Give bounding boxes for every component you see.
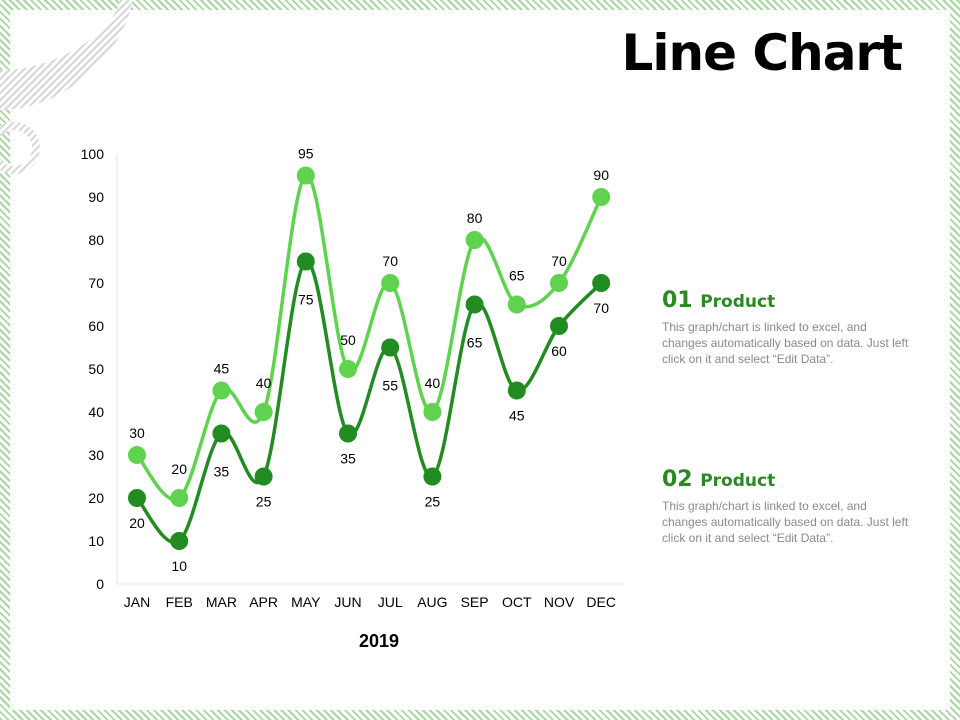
legend-name: Product: [700, 471, 776, 491]
series-1-data-label: 40: [425, 375, 441, 391]
x-tick-label: MAY: [291, 594, 321, 610]
series-1-data-label: 95: [298, 146, 314, 162]
y-tick-label: 90: [88, 189, 104, 205]
series-1-point: [423, 403, 442, 421]
slide-canvas: [10, 10, 950, 710]
corner-arc-shape: [0, 0, 132, 110]
series-2-data-label: 35: [340, 451, 356, 467]
y-tick-label: 10: [88, 533, 104, 549]
series-2-data-label: 55: [382, 378, 398, 394]
series-2-data-label: 35: [214, 464, 230, 480]
series-1-point: [296, 166, 315, 185]
y-tick-label: 0: [96, 576, 104, 592]
series-2-data-label: 70: [593, 300, 609, 316]
series-1-point: [381, 274, 400, 292]
legend-heading: 02 Product: [662, 467, 922, 492]
series-1-data-label: 90: [593, 167, 609, 183]
series-2-data-label: 75: [298, 292, 314, 308]
y-tick-label: 100: [81, 146, 105, 162]
x-tick-label: AUG: [417, 594, 447, 610]
x-tick-label: JUN: [334, 594, 361, 610]
x-tick-label: SEP: [461, 594, 489, 610]
y-tick-label: 30: [88, 447, 104, 463]
series-2-point: [339, 424, 357, 443]
series-2-point: [465, 295, 484, 314]
series-2-point: [423, 467, 442, 486]
series-1-point: [212, 381, 231, 400]
series-1-data-label: 45: [214, 361, 230, 377]
y-tick-label: 40: [88, 404, 104, 420]
series-1-point: [465, 231, 484, 249]
series-1-data-label: 65: [509, 268, 525, 284]
series-1-data-label: 70: [382, 253, 398, 269]
series-1-data-label: 50: [340, 332, 356, 348]
series-2-data-label: 10: [171, 558, 187, 574]
series-2-point: [550, 317, 568, 335]
chart-data-labels: 30 20 45 40 95 50 70 40 80 65 70 90 20 10 35 25 75 35 55 25…: [129, 146, 609, 575]
legend-number: 02: [662, 467, 693, 492]
y-tick-label: 70: [88, 275, 104, 291]
chart-axes: 0 10 20 30 40 50 60 70 80 90 100 JAN FEB MAR APR MAY JUN…: [81, 146, 624, 651]
x-tick-label: APR: [249, 594, 278, 610]
series-2-point: [170, 532, 189, 550]
series-1-data-label: 20: [171, 461, 187, 477]
legend-heading: 01 Product: [662, 288, 922, 313]
series-2-data-label: 65: [467, 335, 483, 351]
x-tick-label: NOV: [544, 594, 575, 610]
x-tick-label: DEC: [586, 594, 616, 610]
y-tick-label: 60: [88, 318, 104, 334]
legend-product-1: 01 Product This graph/chart is linked to…: [662, 288, 922, 367]
y-tick-label: 80: [88, 232, 104, 248]
page-title: Line Chart: [621, 24, 903, 82]
series-1-point: [170, 489, 189, 507]
series-2-data-label: 25: [256, 494, 272, 510]
series-2-point: [128, 489, 146, 507]
x-tick-label: MAR: [206, 594, 237, 610]
chart-points: [128, 166, 611, 550]
series-2-data-label: 45: [509, 408, 525, 424]
x-axis-title: 2019: [359, 631, 399, 651]
series-2-point: [381, 338, 400, 357]
series-2-point: [507, 381, 526, 400]
legend-name: Product: [700, 292, 776, 312]
series-2-point: [296, 252, 315, 271]
corner-ring-shape: [0, 122, 40, 174]
series-line-2: [135, 259, 603, 545]
legend-product-2: 02 Product This graph/chart is linked to…: [662, 467, 922, 546]
series-2-point: [592, 274, 611, 292]
legend-number: 01: [662, 288, 693, 313]
series-2-data-label: 60: [551, 343, 567, 359]
series-1-point: [254, 403, 273, 421]
x-tick-label: JUL: [378, 594, 403, 610]
series-2-data-label: 25: [425, 494, 441, 510]
series-2-data-label: 20: [129, 515, 145, 531]
legend-description: This graph/chart is linked to excel, and…: [662, 499, 909, 545]
series-1-data-label: 30: [129, 425, 145, 441]
y-tick-label: 20: [88, 490, 104, 506]
series-2-point: [212, 424, 231, 443]
x-tick-label: JAN: [124, 594, 150, 610]
series-1-data-label: 70: [551, 253, 567, 269]
x-tick-label: OCT: [502, 594, 532, 610]
series-1-point: [550, 274, 568, 292]
legend-description: This graph/chart is linked to excel, and…: [662, 320, 909, 366]
series-1-point: [507, 295, 526, 314]
series-1-point: [592, 188, 611, 206]
series-1-data-label: 40: [256, 375, 272, 391]
chart-series-lines: [135, 173, 603, 545]
y-tick-label: 50: [88, 361, 104, 377]
series-1-point: [339, 360, 357, 378]
series-line-1: [135, 173, 603, 502]
series-1-point: [128, 446, 146, 464]
series-1-data-label: 80: [467, 210, 483, 226]
series-2-point: [254, 467, 273, 486]
x-tick-label: FEB: [166, 594, 193, 610]
corner-decoration: [0, 0, 132, 174]
